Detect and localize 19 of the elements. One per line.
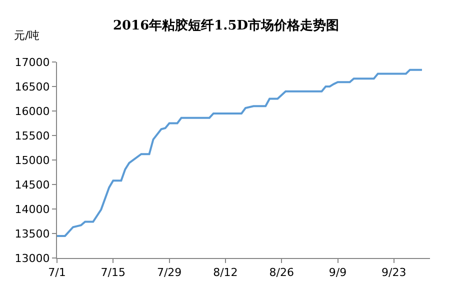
- y-tick-label: 13500: [14, 227, 50, 240]
- x-tick-label: 8/26: [269, 266, 294, 280]
- x-tick-label: 7/29: [156, 266, 182, 280]
- x-tick-label: 8/12: [213, 266, 238, 280]
- y-tick-label: 17000: [14, 56, 50, 69]
- y-tick-label: 16500: [14, 80, 50, 94]
- y-tick-label: 14500: [14, 178, 50, 192]
- chart-title: 2016年粘胶短纤1.5D市场价格走势图: [112, 17, 340, 34]
- y-axis-title: 元/吨: [14, 29, 40, 42]
- y-tick-label: 16000: [14, 104, 50, 118]
- x-tick-label: 7/1: [48, 266, 66, 280]
- line-series: [57, 68, 423, 237]
- y-tick-label: 15000: [14, 154, 50, 167]
- x-tick-label: 9/9: [328, 266, 347, 280]
- x-tick-label: 7/15: [100, 266, 126, 280]
- x-tick-label: 9/23: [382, 266, 406, 280]
- y-tick-label: 14000: [14, 202, 50, 216]
- y-tick-label: 15500: [14, 129, 50, 142]
- y-tick-label: 13000: [14, 252, 50, 265]
